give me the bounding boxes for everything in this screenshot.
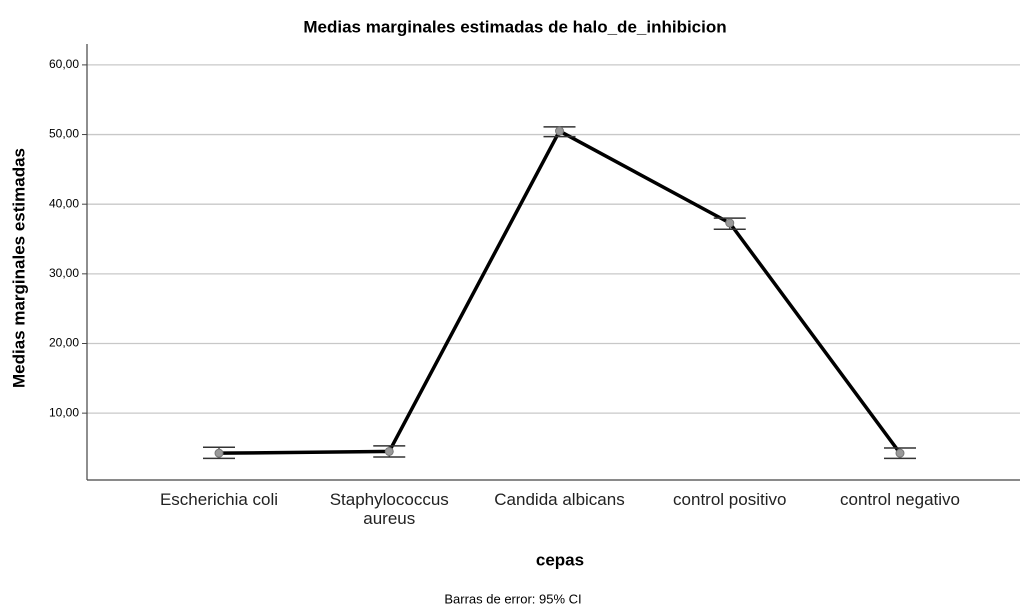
x-tick-label: Staphylococcus aureus: [329, 490, 449, 528]
point: [384, 446, 394, 456]
chart-title: Medias marginales estimadas de halo_de_i…: [303, 17, 726, 36]
line: [218, 129, 902, 455]
y-axis-label: Medias marginales estimadas: [9, 148, 28, 388]
point: [555, 126, 564, 136]
y-tick-label: 50,00: [49, 127, 79, 141]
point: [725, 218, 735, 228]
footnote: Barras de error: 95% CI: [444, 591, 581, 606]
y-tick-label: 40,00: [49, 196, 79, 210]
y-tick-label: 60,00: [49, 57, 79, 71]
x-axis-label: cepas: [536, 550, 584, 569]
x-tick-label: Candida albicans: [494, 490, 625, 509]
point: [214, 448, 224, 458]
x-tick-label: Escherichia coli: [159, 490, 279, 509]
point: [895, 448, 905, 458]
x-tick-label: control positivo: [673, 490, 787, 509]
y-tick-label: 10,00: [49, 405, 79, 419]
y-tick-label: 20,00: [49, 336, 79, 350]
x-tick-label: control negativo: [839, 490, 961, 509]
y-tick-label: 30,00: [49, 266, 79, 280]
